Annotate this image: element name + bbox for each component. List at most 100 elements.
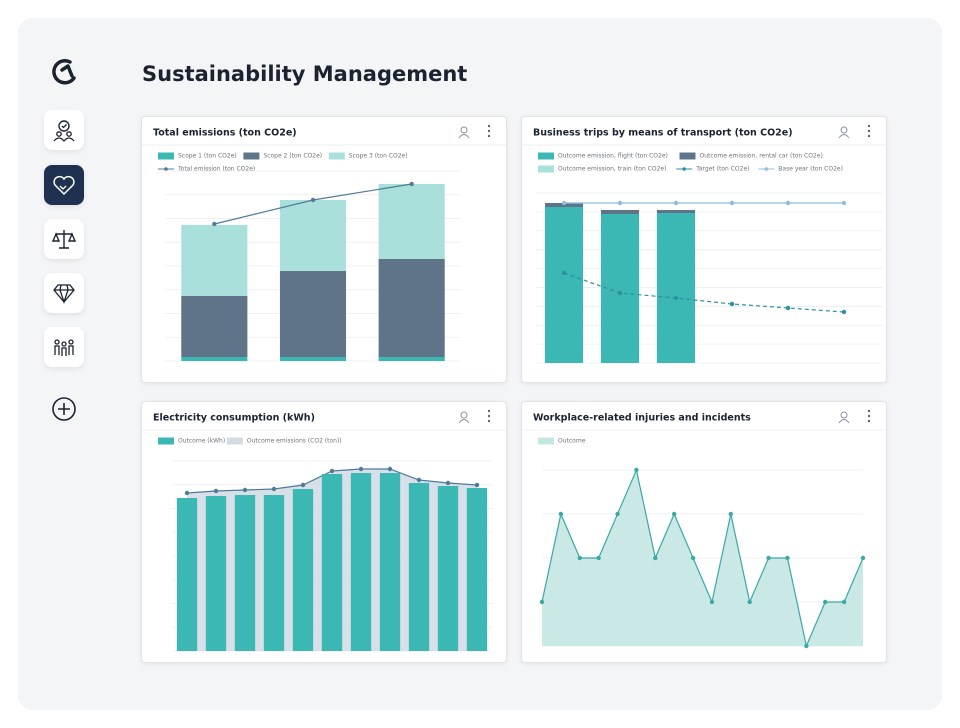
chart-title: Business trips by means of transport (to… [533,128,793,139]
page-title: Sustainability Management [142,62,468,86]
bar [544,207,584,363]
bar [279,357,347,361]
point [615,511,620,517]
menu-icon [487,129,491,133]
point [729,301,735,307]
point [596,555,601,561]
menu-icon [867,409,871,413]
point [785,555,790,561]
legend-label: Scope 3 (ton CO2e) [349,153,408,160]
point [804,643,809,649]
point [242,487,248,493]
point [709,599,715,605]
add-button[interactable] [51,396,77,422]
user-icon[interactable] [840,126,848,134]
legend-label: Outcome emission, rental car (ton CO2e) [700,153,823,160]
chart-title: Total emissions (ton CO2e) [153,128,297,139]
legend-label: Outcome emission, train (ton CO2e) [558,166,666,173]
point [539,599,545,605]
bar [181,357,248,361]
user-icon[interactable] [460,126,468,134]
point [329,468,335,474]
user-icon[interactable] [460,411,468,419]
menu-icon [867,134,871,138]
legend-marker [243,152,260,160]
point [300,482,306,488]
chart-panel: Electricity consumption (kWh) Outcome (kW… [141,401,507,663]
menu-icon [487,134,491,138]
point [634,467,639,473]
legend-marker [158,152,174,160]
menu-icon [487,419,491,423]
menu-icon [867,124,871,128]
point [213,488,219,494]
bar [292,489,314,651]
legend-marker [538,152,554,160]
nav-heart[interactable] [44,165,84,205]
legend-marker [538,165,554,173]
chart: Workplace-related injuries and incidents… [522,409,886,649]
legend-label: Outcome (kWh) [178,438,225,445]
nav-group[interactable] [44,327,84,367]
chart-title: Workplace-related injuries and incidents [533,413,751,424]
bar [466,488,488,651]
point [747,599,752,605]
point [766,555,771,561]
user-icon[interactable] [840,411,848,419]
legend-label: Base year (ton CO2e) [778,166,843,173]
legend-label: Outcome emissions (CO2 (ton)) [247,438,342,445]
bar [181,225,248,296]
chart-panel: Business trips by means of transport (to… [521,116,887,383]
legend-marker [226,437,243,445]
bar [378,259,445,357]
bar [656,210,696,213]
nav-diamond[interactable] [44,273,84,313]
point [729,200,735,206]
bar [600,210,640,214]
legend-label: Target (ton CO2e) [695,166,749,173]
line [541,468,864,648]
legend-label: Scope 2 (ton CO2e) [263,153,322,160]
user-icon [838,419,850,424]
bar [263,495,285,651]
legend-marker [538,437,554,445]
legend-label: Outcome emission, flight (ton CO2e) [558,153,668,160]
nav-people[interactable] [44,110,84,150]
point [785,200,791,206]
point [358,466,364,472]
point [617,290,623,296]
point [653,555,658,561]
point [617,200,623,206]
chart-title: Electricity consumption (kWh) [153,413,315,424]
bar [378,184,445,259]
legend-marker [764,167,769,171]
bar [656,213,696,363]
legend-label: Outcome [558,438,586,445]
bar [379,473,401,651]
point [728,511,734,517]
legend-marker [164,167,168,171]
point [212,221,217,227]
user-icon [838,134,850,139]
bar [378,357,445,361]
point [841,309,847,315]
bar [234,495,256,651]
point [558,511,564,517]
point [673,200,679,206]
point [416,477,422,483]
legend-marker [328,152,345,160]
menu-icon [487,409,491,413]
nav-balance[interactable] [44,219,84,259]
point [577,555,582,561]
area [542,470,863,646]
point [387,466,393,472]
chart: Total emissions (ton CO2e) Scope 1 (ton C… [142,124,506,362]
chart: Business trips by means of transport (to… [522,124,886,364]
bar [350,473,372,651]
chart-panel: Total emissions (ton CO2e) Scope 1 (ton C… [141,116,507,383]
point [561,200,567,206]
bar [279,271,347,357]
legend-marker [158,437,174,445]
menu-icon [867,419,871,423]
chart: Electricity consumption (kWh) Outcome (kW… [142,409,506,652]
